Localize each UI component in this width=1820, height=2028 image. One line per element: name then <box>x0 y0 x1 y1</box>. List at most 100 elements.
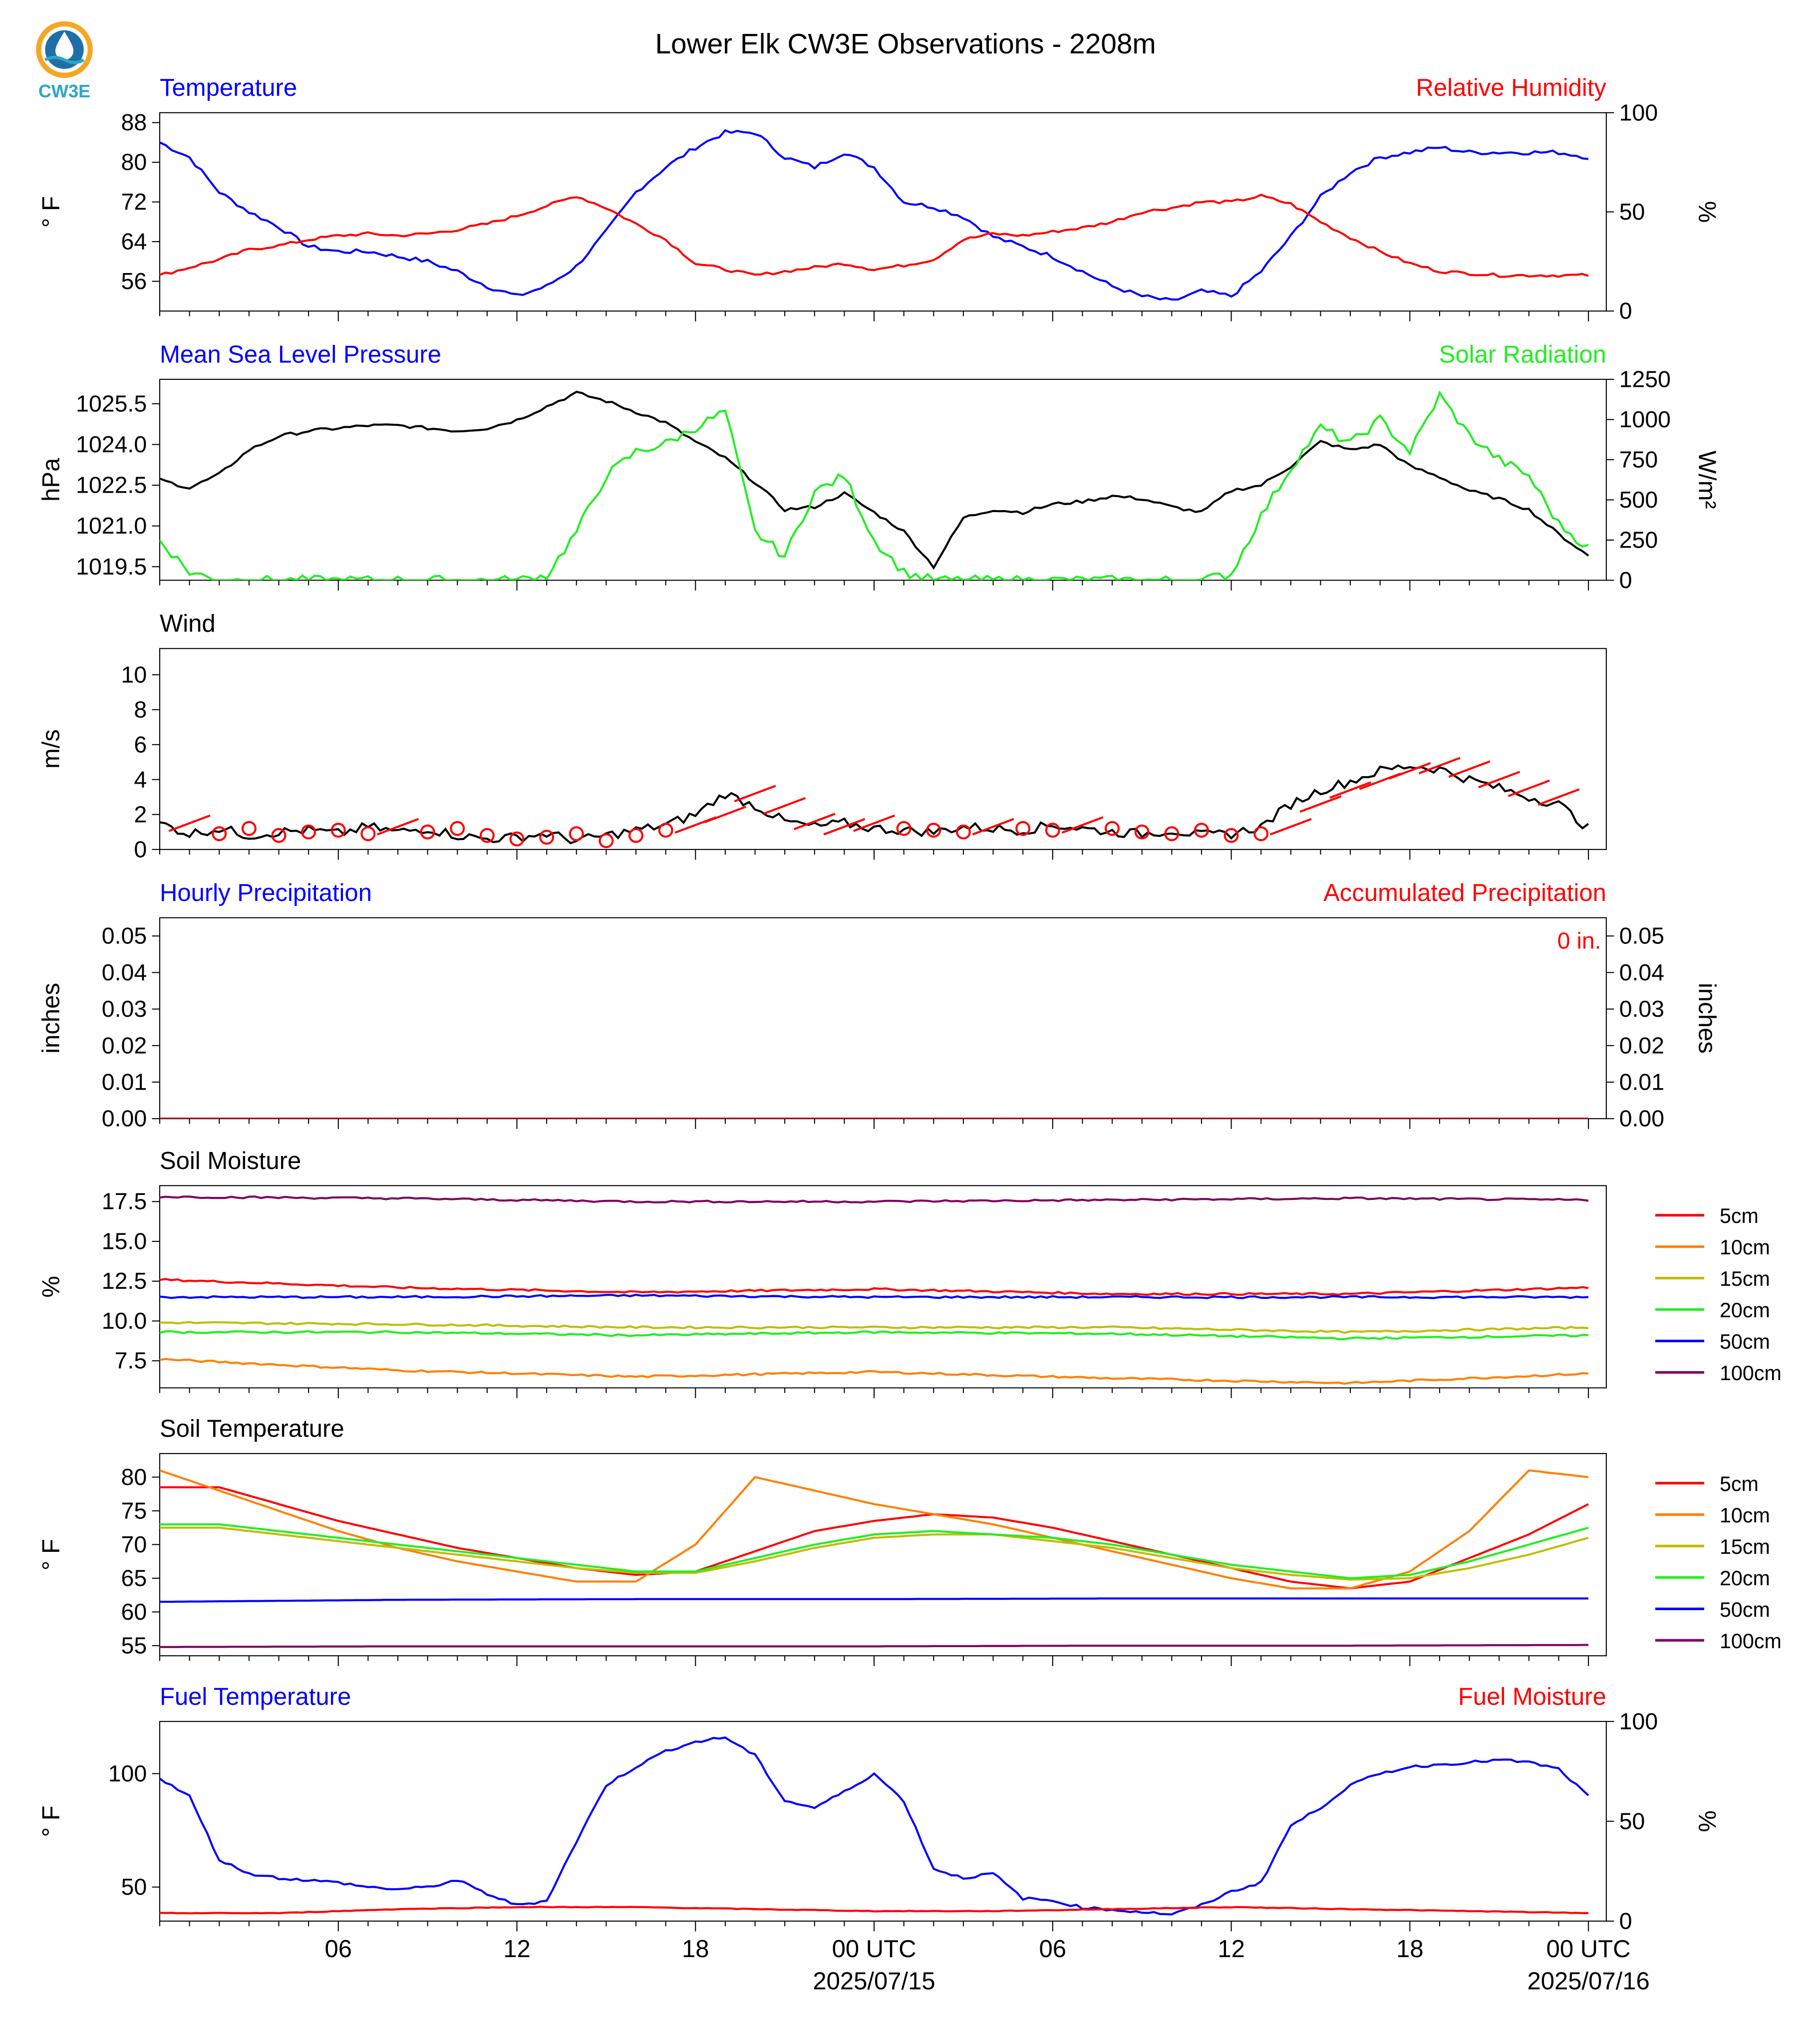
wind-barb <box>1299 795 1342 813</box>
wind-calm-marker <box>955 824 971 840</box>
panel-title-left: Fuel Temperature <box>160 1683 351 1710</box>
wind-barbs <box>168 757 1580 849</box>
y-tick-label: 8 <box>134 696 147 722</box>
y2-tick-label: 50 <box>1619 1808 1645 1834</box>
wind-calm-marker <box>271 828 287 843</box>
legends: 5cm 10cm 15cm 20cm 50cm 100cm 5cm 10cm 15cm 20cm 5… <box>1655 1204 1782 1653</box>
wind-calm-marker <box>450 821 465 836</box>
wind-barb <box>972 818 1014 836</box>
wind-barb <box>823 818 866 836</box>
y-axis-label: ° F <box>38 1539 65 1570</box>
legend-label-100cm: 100cm <box>1720 1362 1782 1385</box>
wind-calm-marker <box>360 826 376 842</box>
y-axis-label: inches <box>38 983 65 1054</box>
panel-title-right: Fuel Moisture <box>1458 1683 1606 1710</box>
y-tick-label: 64 <box>121 229 147 255</box>
plot-frame <box>159 378 1607 581</box>
y-axis-label: % <box>38 1276 65 1298</box>
wind-calm-marker <box>330 823 346 838</box>
legend-label-100cm: 100cm <box>1720 1630 1782 1653</box>
y-tick-label: 56 <box>121 268 147 294</box>
wind-barb <box>1061 816 1104 834</box>
wind-calm-marker <box>1164 826 1180 842</box>
legend-label-10cm: 10cm <box>1720 1236 1770 1259</box>
y-tick-label: 0.02 <box>102 1032 147 1058</box>
chart-title: Lower Elk CW3E Observations - 2208m <box>655 28 1156 60</box>
y-tick-label: 80 <box>121 1464 147 1490</box>
y-tick-label: 75 <box>121 1497 147 1523</box>
panel-1: Mean Sea Level Pressure Solar Radiation 10… <box>38 341 1721 593</box>
y2-axis-label: inches <box>1694 983 1721 1054</box>
y-tick-label: 70 <box>121 1531 147 1557</box>
wind-calm-marker <box>1223 828 1239 843</box>
wind-calm-marker <box>241 821 257 836</box>
y-axis-label: ° F <box>38 196 65 228</box>
y-tick-label: 1021.0 <box>76 513 147 539</box>
y2-tick-label: 100 <box>1619 1708 1658 1734</box>
y-tick-label: 0.03 <box>102 996 147 1022</box>
legend-label-15cm: 15cm <box>1720 1535 1770 1558</box>
panel-title-left: Temperature <box>160 74 297 101</box>
series-line-50cm <box>159 1597 1589 1603</box>
wind-calm-marker <box>1045 823 1060 838</box>
y2-tick-label: 0.02 <box>1619 1032 1664 1058</box>
wind-calm-marker <box>1194 823 1209 838</box>
x-tick-label: 00 UTC <box>832 1936 916 1963</box>
y-tick-label: 0.04 <box>102 959 147 985</box>
wind-calm-marker <box>628 828 643 843</box>
series-line-100cm <box>159 1195 1589 1204</box>
y-tick-label: 0.00 <box>102 1106 147 1132</box>
series-line-20cm <box>159 1523 1589 1579</box>
y-axis-label: m/s <box>38 729 65 769</box>
series-line-15cm <box>159 1321 1589 1334</box>
y2-tick-label: 0.04 <box>1619 959 1664 985</box>
wind-barb <box>168 814 211 832</box>
legend-label-50cm: 50cm <box>1720 1598 1770 1621</box>
series-line-blue <box>159 129 1589 301</box>
wind-calm-marker <box>212 826 227 842</box>
y-tick-label: 100 <box>108 1760 147 1786</box>
y-tick-label: 0.05 <box>102 923 147 949</box>
legend-label-20cm: 20cm <box>1720 1567 1770 1590</box>
panel-6: Fuel Temperature Fuel Moisture 100 50 ° F 100… <box>38 1683 1721 1934</box>
wind-calm-marker <box>1253 826 1269 842</box>
y-tick-label: 1019.5 <box>76 554 147 579</box>
wind-calm-marker <box>539 830 555 845</box>
legend-label-50cm: 50cm <box>1720 1330 1770 1353</box>
y-tick-label: 15.0 <box>102 1228 147 1254</box>
x-tick-label: 06 <box>1039 1936 1067 1963</box>
y2-tick-label: 0 <box>1619 567 1632 593</box>
wind-barb <box>1269 818 1312 836</box>
wind-barb <box>1478 771 1520 789</box>
wind-barb <box>734 785 776 803</box>
logo-ring <box>36 21 93 78</box>
plot-frame <box>159 1185 1607 1389</box>
wind-calm-marker <box>301 824 316 840</box>
y2-tick-label: 1000 <box>1619 406 1671 432</box>
y2-tick-label: 0.00 <box>1619 1106 1664 1132</box>
series-line-20cm <box>159 1330 1589 1341</box>
series-line-green <box>159 390 1589 580</box>
y2-tick-label: 750 <box>1619 446 1658 472</box>
legend-label-15cm: 15cm <box>1720 1267 1770 1290</box>
y-tick-label: 1024.0 <box>76 431 147 457</box>
panel-title-right: Solar Radiation <box>1439 341 1606 368</box>
x-axis: 06 12 18 00 UTC 06 12 18 00 UTC 2025/07/15 2025/0… <box>324 1936 1649 1995</box>
y-tick-label: 0.01 <box>102 1069 147 1095</box>
wind-calm-marker <box>896 821 911 836</box>
y-tick-label: 12.5 <box>102 1268 147 1294</box>
wind-calm-marker <box>658 823 673 838</box>
x-tick-label: 18 <box>682 1936 709 1963</box>
wind-barb <box>704 806 746 824</box>
wind-barb <box>1508 779 1550 797</box>
wind-calm-marker <box>569 826 584 842</box>
panel-title-right: Accumulated Precipitation <box>1323 879 1606 906</box>
panel-4: Soil Moisture 17.5 15.0 12.5 10.0 7.5% <box>38 1148 1607 1399</box>
panel-5: Soil Temperature 80 75 70 65 60 55 ° F <box>38 1416 1607 1666</box>
legend-label-20cm: 20cm <box>1720 1299 1770 1322</box>
x-date-label: 2025/07/15 <box>813 1968 935 1995</box>
wind-calm-marker <box>1134 824 1150 840</box>
y-tick-label: 88 <box>121 109 147 135</box>
x-tick-label: 12 <box>1217 1936 1245 1963</box>
